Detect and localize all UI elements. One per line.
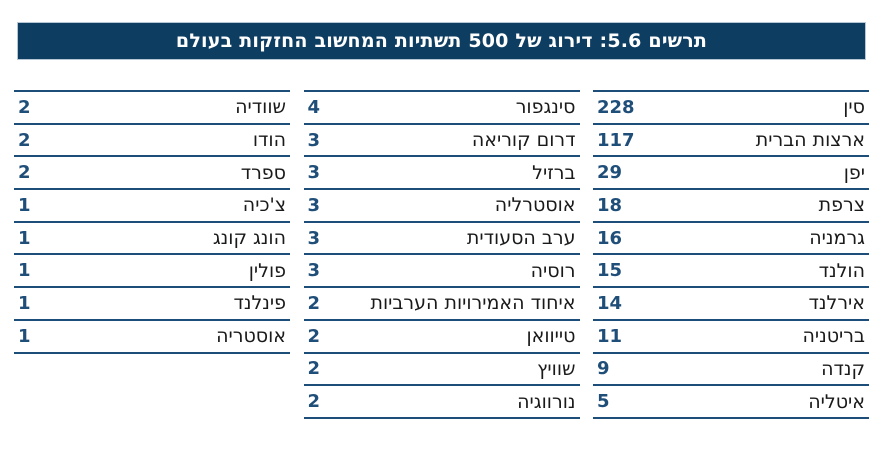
country-label: צ'כיה xyxy=(242,194,286,217)
country-label: אוסטריה xyxy=(216,325,286,348)
country-label: ספרד xyxy=(240,161,286,184)
country-value: 1 xyxy=(18,227,31,249)
country-value: 29 xyxy=(597,162,623,184)
country-value: 228 xyxy=(597,96,635,118)
country-label: טייוואן xyxy=(526,325,576,348)
table-row: שוודיה 2 xyxy=(14,92,290,125)
country-value: 5 xyxy=(597,391,610,413)
country-value: 2 xyxy=(307,358,321,380)
country-value: 3 xyxy=(307,227,321,249)
country-label: הונג קונג xyxy=(212,227,286,250)
table-row: אירלנד 14 xyxy=(593,288,869,321)
country-value: 2 xyxy=(18,129,31,151)
table-row: ספרד 2 xyxy=(14,157,290,191)
country-label: סין xyxy=(843,96,865,119)
country-label: שוודיה xyxy=(235,96,286,119)
country-label: דרום קוריאה xyxy=(471,129,576,152)
table-row: איטליה 5 xyxy=(593,386,869,419)
country-label: קנדה xyxy=(821,357,865,380)
country-value: 2 xyxy=(307,292,321,314)
country-value: 18 xyxy=(597,194,623,216)
table-row: פינלנד 1 xyxy=(14,288,290,321)
table-row: צרפת 18 xyxy=(593,190,869,223)
country-value: 4 xyxy=(307,96,321,118)
country-value: 117 xyxy=(597,129,635,151)
country-label: בריטניה xyxy=(802,325,865,348)
table-row: נורווגיה 2 xyxy=(303,386,580,419)
country-label: צרפת xyxy=(818,194,865,217)
country-value: 14 xyxy=(597,292,623,314)
ranking-table: סין 228 ארצות הברית 117 יפן 29 צרפת 18 גרמניה 16 ה… xyxy=(14,90,869,419)
country-value: 2 xyxy=(307,391,321,413)
figure-title: תרשים 5.6: דירוג של 500 תשתיות המחשוב הח… xyxy=(175,30,708,52)
country-label: גרמניה xyxy=(809,227,865,250)
table-column-left: שוודיה 2 הודו 2 ספרד 2 צ'כיה 1 הונג קונג 1 פולין 1 פ… xyxy=(14,90,290,419)
country-label: יפן xyxy=(843,161,865,184)
figure-title-bar: תרשים 5.6: דירוג של 500 תשתיות המחשוב הח… xyxy=(17,22,866,60)
table-row: דרום קוריאה 3 xyxy=(303,125,580,158)
country-value: 3 xyxy=(307,129,321,151)
country-value: 1 xyxy=(18,194,31,216)
country-value: 2 xyxy=(307,325,321,347)
country-label: ארצות הברית xyxy=(755,129,865,152)
country-value: 3 xyxy=(307,260,321,282)
table-row: ברזיל 3 xyxy=(303,157,580,191)
table-row: איחוד האמירויות הערביות 2 xyxy=(303,288,580,321)
country-label: אוסטרליה xyxy=(494,194,576,217)
country-value: 11 xyxy=(597,325,623,347)
table-row: ארצות הברית 117 xyxy=(593,125,869,158)
country-value: 1 xyxy=(18,260,31,282)
country-value: 2 xyxy=(18,96,31,118)
country-value: 1 xyxy=(18,325,31,347)
table-row: טייוואן 2 xyxy=(303,321,580,354)
table-row: גרמניה 16 xyxy=(593,223,869,256)
table-row: פולין 1 xyxy=(14,255,290,289)
table-row: סינגפור 4 xyxy=(303,92,580,125)
table-row: יפן 29 xyxy=(593,157,869,191)
country-value: 15 xyxy=(597,260,623,282)
country-value: 9 xyxy=(597,358,610,380)
country-label: סינגפור xyxy=(515,96,576,119)
table-row: הודו 2 xyxy=(14,125,290,158)
country-label: ברזיל xyxy=(532,161,576,184)
country-label: פינלנד xyxy=(233,292,286,315)
country-value: 3 xyxy=(307,194,321,216)
table-row: הולנד 15 xyxy=(593,255,869,289)
table-row: ערב הסעודית 3 xyxy=(303,223,580,256)
country-label: הודו xyxy=(252,129,286,152)
country-value: 3 xyxy=(307,162,321,184)
country-label: פולין xyxy=(248,259,286,282)
table-column-middle: סינגפור 4 דרום קוריאה 3 ברזיל 3 אוסטרליה 3 ערב ה… xyxy=(303,90,580,419)
table-row: סין 228 xyxy=(593,92,869,125)
table-row: קנדה 9 xyxy=(593,354,869,387)
country-value: 16 xyxy=(597,227,623,249)
table-row: הונג קונג 1 xyxy=(14,223,290,256)
table-row: רוסיה 3 xyxy=(303,255,580,289)
country-label: רוסיה xyxy=(530,259,576,282)
table-row: אוסטריה 1 xyxy=(14,321,290,354)
country-value: 2 xyxy=(18,162,31,184)
country-label: נורווגיה xyxy=(517,390,576,413)
country-label: הולנד xyxy=(818,259,865,282)
country-label: שוויץ xyxy=(537,357,576,380)
country-label: איחוד האמירויות הערביות xyxy=(370,292,576,315)
country-label: ערב הסעודית xyxy=(466,227,576,250)
country-value: 1 xyxy=(18,292,31,314)
table-row: צ'כיה 1 xyxy=(14,190,290,223)
table-row: אוסטרליה 3 xyxy=(303,190,580,223)
table-row: שוויץ 2 xyxy=(303,354,580,387)
country-label: איטליה xyxy=(808,390,865,413)
country-label: אירלנד xyxy=(808,292,865,315)
table-row: בריטניה 11 xyxy=(593,321,869,354)
table-column-right: סין 228 ארצות הברית 117 יפן 29 צרפת 18 גרמניה 16 ה… xyxy=(593,90,869,419)
